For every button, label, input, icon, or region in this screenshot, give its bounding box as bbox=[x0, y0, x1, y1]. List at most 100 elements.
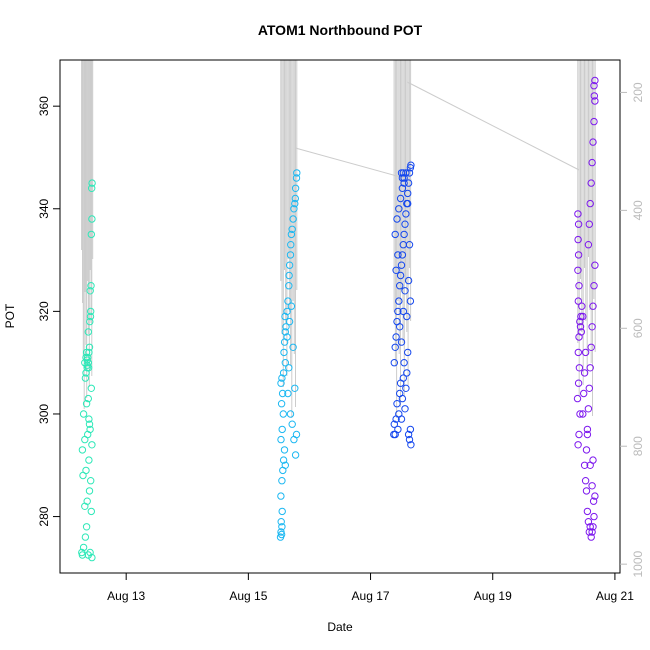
data-point bbox=[401, 287, 409, 295]
data-point bbox=[574, 348, 582, 357]
data-point bbox=[281, 359, 289, 367]
data-point bbox=[287, 241, 295, 249]
data-point bbox=[390, 420, 398, 428]
data-point bbox=[87, 282, 95, 290]
data-point bbox=[583, 507, 592, 516]
chart-title: ATOM1 Northbound POT bbox=[258, 22, 423, 38]
data-point bbox=[401, 405, 409, 413]
data-point bbox=[396, 271, 405, 280]
data-point bbox=[589, 523, 597, 531]
data-point bbox=[581, 348, 590, 357]
data-point bbox=[79, 410, 88, 418]
data-point bbox=[585, 384, 593, 392]
data-point bbox=[396, 282, 404, 290]
trace-line bbox=[407, 81, 580, 171]
data-point bbox=[278, 374, 286, 382]
data-point bbox=[404, 276, 413, 285]
data-point bbox=[87, 307, 95, 316]
data-point bbox=[81, 533, 90, 541]
data-point bbox=[88, 441, 96, 449]
data-point bbox=[580, 389, 588, 398]
data-point bbox=[291, 184, 300, 193]
data-point bbox=[292, 174, 301, 182]
data-point bbox=[578, 302, 586, 310]
data-point bbox=[574, 235, 582, 244]
data-point bbox=[390, 359, 398, 367]
data-point bbox=[587, 343, 595, 351]
data-point bbox=[84, 394, 93, 403]
data-point bbox=[83, 356, 91, 364]
data-point bbox=[590, 282, 598, 290]
data-point bbox=[574, 441, 582, 449]
data-point bbox=[85, 343, 94, 351]
data-point bbox=[580, 461, 589, 469]
x-tick-label: Aug 13 bbox=[107, 589, 145, 603]
data-point bbox=[584, 241, 593, 249]
data-point bbox=[278, 523, 286, 531]
data-point bbox=[404, 189, 412, 198]
y-tick-label: 300 bbox=[37, 404, 51, 424]
y2-tick-label: 1000 bbox=[631, 550, 645, 577]
data-point bbox=[394, 251, 402, 259]
y-tick-label: 320 bbox=[37, 301, 51, 321]
data-point bbox=[590, 117, 598, 126]
data-point bbox=[277, 379, 285, 387]
data-point bbox=[87, 384, 96, 392]
data-point bbox=[407, 161, 415, 169]
data-point bbox=[404, 348, 412, 357]
data-point bbox=[590, 92, 598, 100]
data-point bbox=[398, 251, 407, 259]
data-point bbox=[590, 82, 598, 90]
data-point bbox=[291, 199, 299, 208]
data-point bbox=[79, 543, 88, 552]
data-point bbox=[574, 297, 582, 305]
data-point bbox=[86, 287, 94, 295]
data-point bbox=[84, 364, 93, 372]
data-point bbox=[285, 317, 294, 326]
secondary-y-axis: 200 400 600 800 1000 bbox=[620, 82, 645, 578]
data-point bbox=[396, 194, 405, 203]
data-point bbox=[582, 446, 591, 454]
data-point bbox=[278, 477, 286, 485]
data-point bbox=[287, 302, 296, 310]
data-point bbox=[583, 425, 592, 434]
data-point bbox=[588, 482, 596, 490]
data-point bbox=[86, 425, 94, 434]
data-point bbox=[291, 451, 300, 459]
data-point bbox=[397, 415, 406, 423]
data-point bbox=[87, 230, 96, 239]
data-point bbox=[85, 420, 94, 428]
data-point bbox=[586, 199, 594, 208]
data-point bbox=[577, 312, 585, 321]
data-point bbox=[581, 477, 590, 485]
data-point bbox=[88, 553, 96, 562]
data-point bbox=[283, 307, 291, 316]
plot-frame bbox=[59, 59, 621, 574]
y-axis: 280 300 320 340 360 bbox=[37, 96, 60, 527]
data-point bbox=[279, 456, 288, 464]
data-point bbox=[574, 210, 582, 218]
data-point bbox=[394, 307, 402, 316]
data-point bbox=[285, 271, 293, 280]
data-point bbox=[279, 369, 288, 377]
data-point bbox=[292, 430, 301, 439]
data-point bbox=[85, 415, 93, 423]
data-point bbox=[293, 169, 301, 177]
data-point bbox=[392, 266, 400, 274]
x-tick-label: Aug 15 bbox=[229, 589, 267, 603]
data-point bbox=[285, 364, 293, 372]
data-point bbox=[83, 497, 91, 505]
data-point bbox=[403, 369, 411, 377]
data-point bbox=[584, 405, 593, 413]
data-point bbox=[82, 466, 90, 475]
data-point bbox=[406, 297, 415, 305]
x-tick-label: Aug 17 bbox=[352, 589, 390, 603]
y-tick-label: 340 bbox=[37, 198, 51, 218]
data-point bbox=[574, 251, 583, 259]
y2-tick-label: 600 bbox=[631, 318, 645, 338]
data-point bbox=[287, 230, 296, 239]
data-point bbox=[590, 512, 598, 521]
y-axis-label: POT bbox=[3, 303, 17, 328]
data-point bbox=[399, 307, 407, 316]
data-point bbox=[400, 230, 408, 239]
